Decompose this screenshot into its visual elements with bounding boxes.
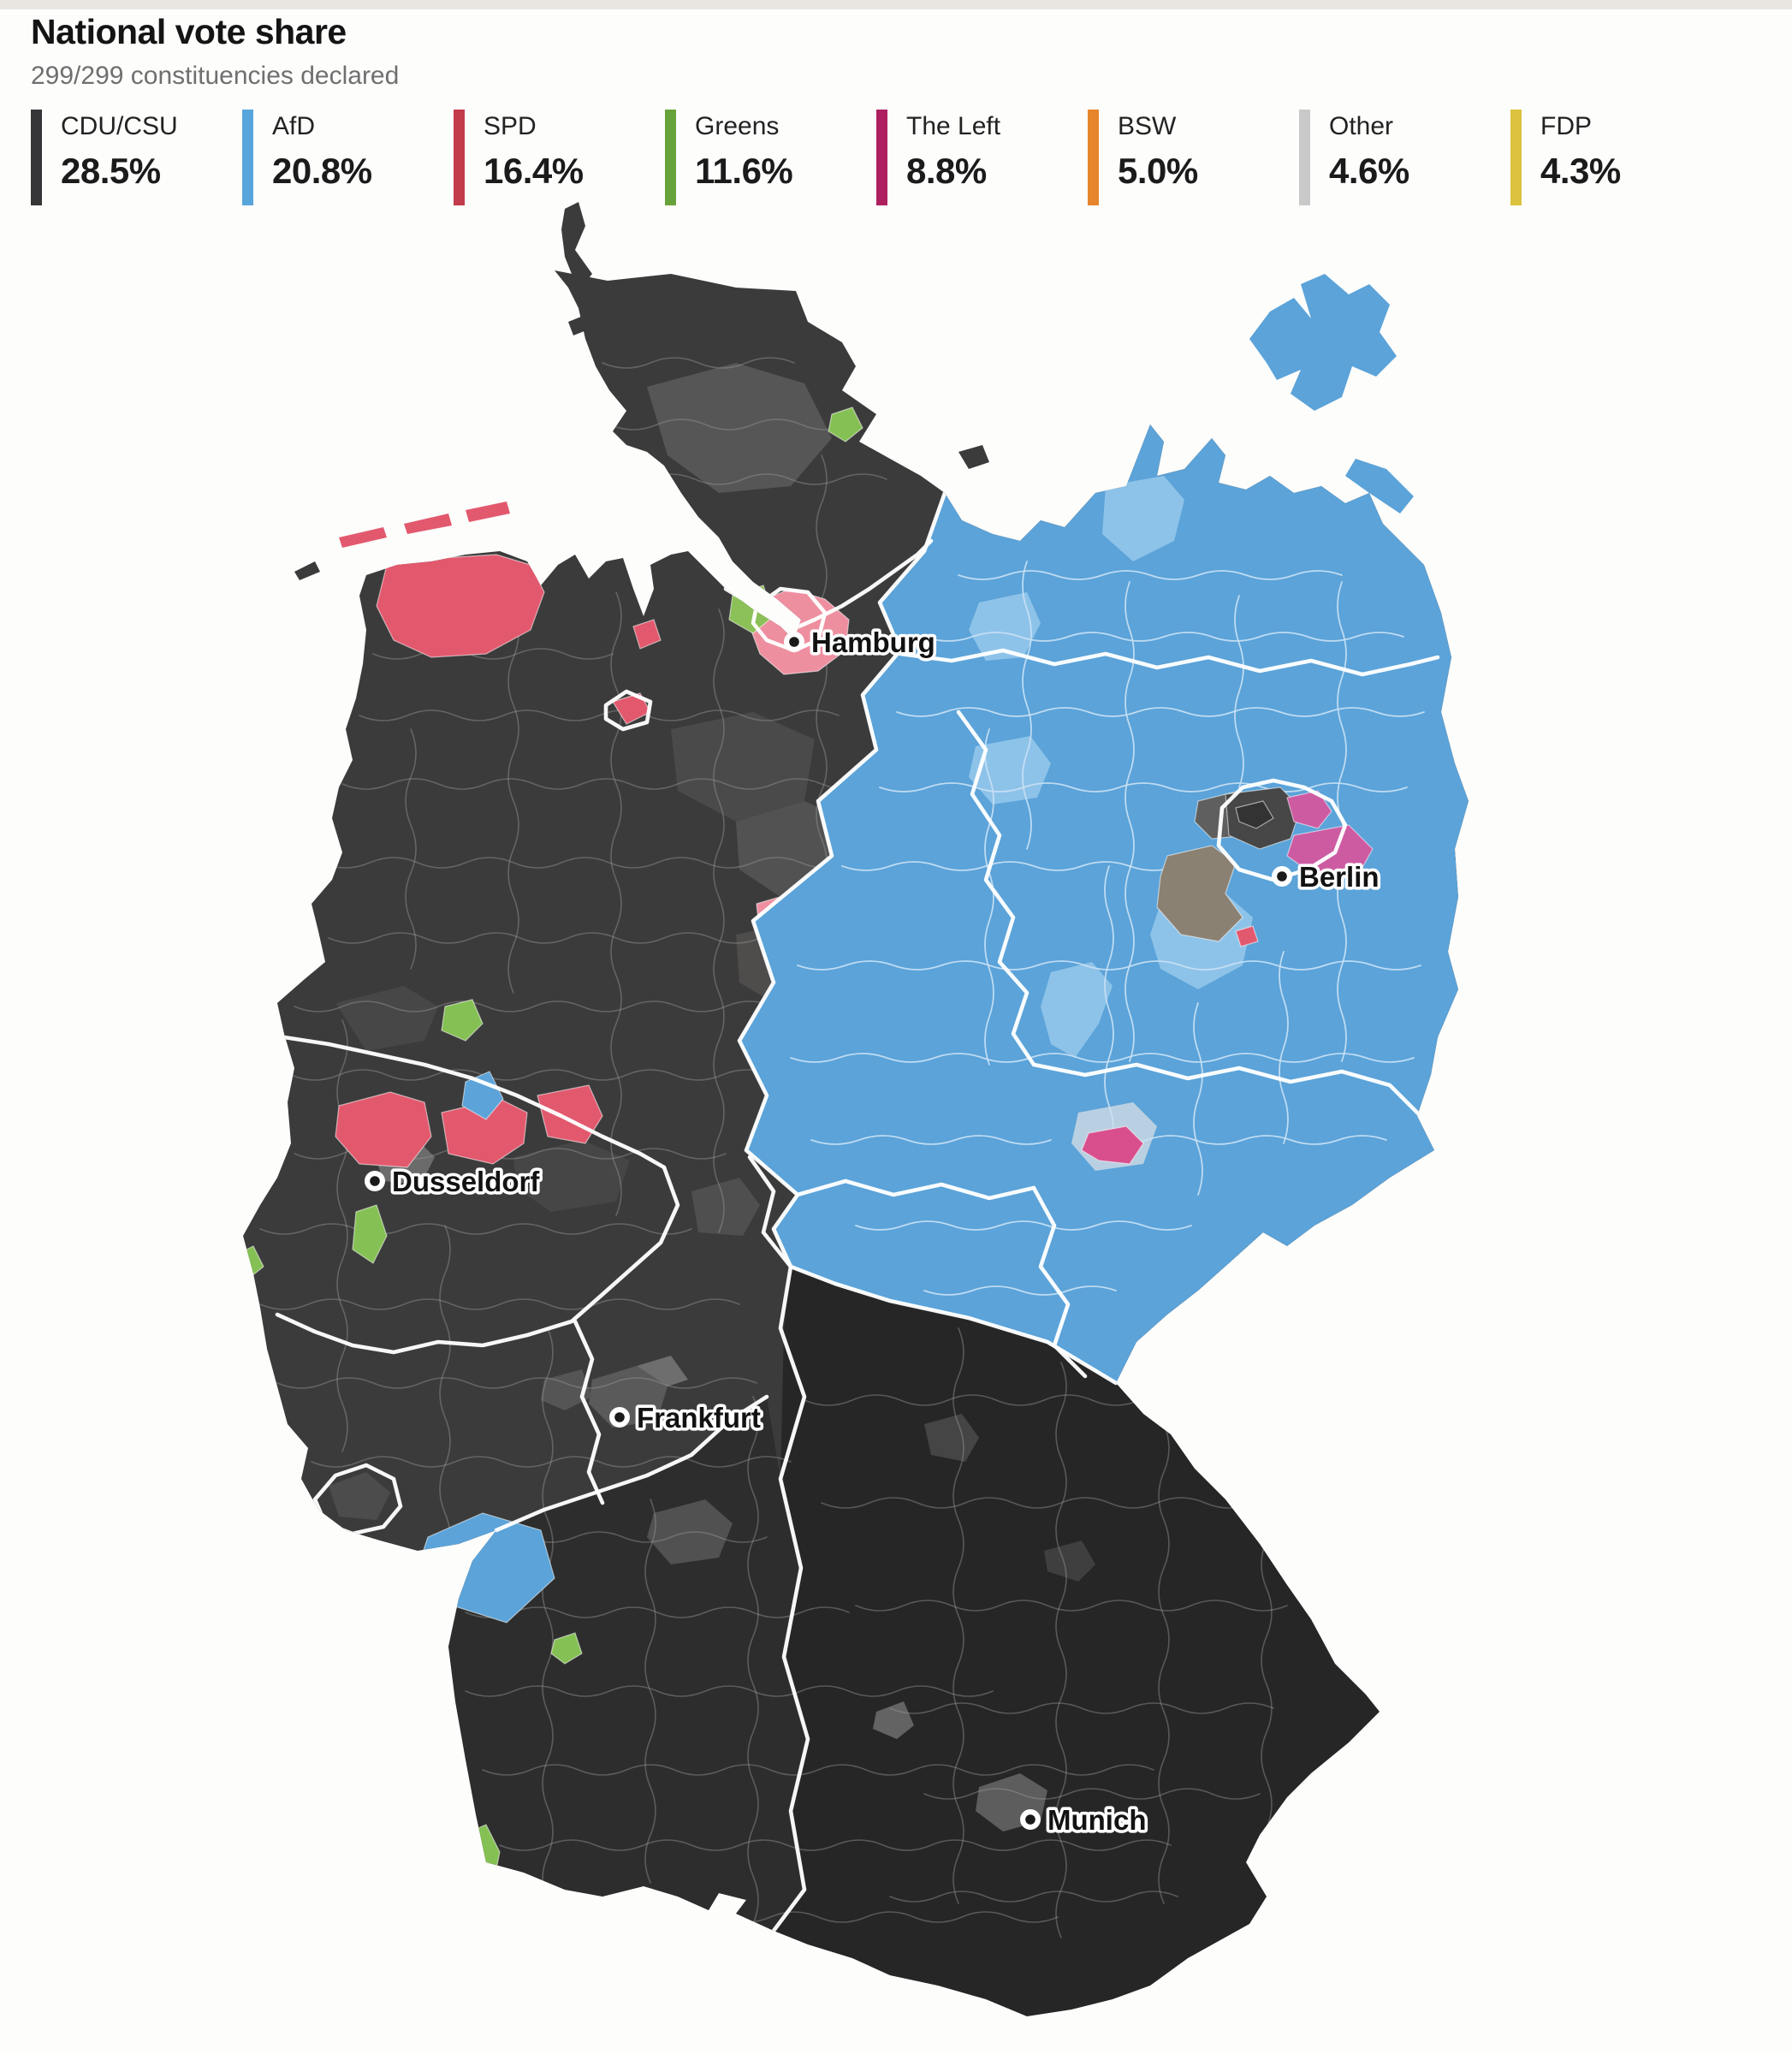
region-bavaria xyxy=(774,1267,1380,2016)
legend-item-the-left: The Left 8.8% xyxy=(876,110,1000,205)
island-fehmarn xyxy=(958,445,989,469)
legend-item-afd: AfD 20.8% xyxy=(242,110,372,205)
legend-swatch-afd xyxy=(242,110,253,205)
legend-swatch-spd xyxy=(454,110,465,205)
patch-spd-brandenburg xyxy=(1235,925,1259,947)
patch-greens-muenster xyxy=(441,999,484,1042)
city-label-hamburg: Hamburg xyxy=(811,626,935,658)
state-borders xyxy=(275,490,1440,1933)
germany-constituency-map: Hamburg Berlin Dusseldorf Frankfurt Muni xyxy=(243,202,1469,2016)
legend-swatch-greens xyxy=(665,110,676,205)
patch-cdu-berlin-centre xyxy=(1235,800,1274,829)
city-labels: Hamburg Berlin Dusseldorf Frankfurt Muni xyxy=(365,623,1382,1839)
patch-spd-east-frisia xyxy=(376,554,545,658)
patch-spd-bremerhaven xyxy=(632,619,662,650)
patch-left-berlin-east xyxy=(1286,824,1374,881)
page-title: National vote share xyxy=(31,12,347,51)
legend-value: 20.8% xyxy=(272,151,372,191)
islands xyxy=(294,202,1414,580)
legend-label: CDU/CSU xyxy=(61,112,178,140)
legend-value: 5.0% xyxy=(1118,151,1198,191)
city-marker-dot xyxy=(789,637,799,647)
patch-greens-cologne xyxy=(352,1204,388,1264)
vote-share-legend: CDU/CSU 28.5% AfD 20.8% SPD 16.4% Greens 11.… xyxy=(31,110,1777,212)
patch-afd-gelsenkirchen xyxy=(461,1071,504,1120)
legend-item-cdu-csu: CDU/CSU 28.5% xyxy=(31,110,178,205)
city-hamburg: Hamburg xyxy=(784,623,938,662)
legend-value: 16.4% xyxy=(484,151,584,191)
legend-swatch-the-left xyxy=(876,110,887,205)
legend-value: 8.8% xyxy=(906,151,987,191)
island-usedom-afd xyxy=(1345,459,1414,514)
border-berlin-ring xyxy=(1216,778,1348,882)
page-subtitle: 299/299 constituencies declared xyxy=(31,62,400,90)
east-party-patches xyxy=(1081,787,1374,1165)
patch-greens-kiel xyxy=(828,407,863,442)
city-label-munich: Munich xyxy=(1047,1804,1146,1836)
city-marker-dot xyxy=(1277,871,1287,882)
legend-label: FDP xyxy=(1540,112,1592,140)
legend-label: AfD xyxy=(272,112,316,140)
island-west-tip xyxy=(294,561,320,580)
city-label-berlin: Berlin xyxy=(1299,861,1380,893)
legend-label: BSW xyxy=(1118,112,1177,140)
island-borkum-spd xyxy=(339,527,387,548)
legend-item-fdp: FDP 4.3% xyxy=(1510,110,1621,205)
border-east-west xyxy=(737,490,1119,1386)
patch-left-leipzig xyxy=(1081,1125,1144,1165)
city-munich: Munich xyxy=(1020,1801,1149,1839)
legend-value: 28.5% xyxy=(61,151,161,191)
city-label-frankfurt: Frankfurt xyxy=(637,1402,761,1434)
legend-value: 4.6% xyxy=(1329,151,1409,191)
legend-value: 4.3% xyxy=(1540,151,1621,191)
island-ruegen-afd xyxy=(1249,274,1397,411)
city-marker-dot xyxy=(1025,1814,1035,1825)
city-berlin: Berlin xyxy=(1272,858,1382,896)
patch-spd-ruhr-west xyxy=(335,1091,432,1168)
island-sylt xyxy=(561,202,592,291)
legend-swatch-fdp xyxy=(1510,110,1522,205)
legend-value: 11.6% xyxy=(695,151,793,191)
city-frankfurt: Frankfurt xyxy=(609,1398,763,1437)
legend-item-bsw: BSW 5.0% xyxy=(1088,110,1198,205)
legend-label: Greens xyxy=(695,112,780,140)
city-marker-dot xyxy=(614,1412,625,1422)
legend-label: The Left xyxy=(906,112,1001,140)
legend-label: Other xyxy=(1329,112,1394,140)
patch-greens-karlsruhe xyxy=(550,1632,583,1665)
island-east-frisian-spd xyxy=(404,514,452,534)
city-dusseldorf: Dusseldorf xyxy=(365,1162,543,1201)
city-marker-dot xyxy=(370,1176,380,1186)
legend-item-greens: Greens 11.6% xyxy=(665,110,793,205)
legend-swatch-bsw xyxy=(1088,110,1099,205)
legend-label: SPD xyxy=(484,112,537,140)
legend-swatch-other xyxy=(1299,110,1310,205)
city-label-dusseldorf: Dusseldorf xyxy=(392,1166,540,1197)
legend-item-spd: SPD 16.4% xyxy=(454,110,584,205)
legend-item-other: Other 4.6% xyxy=(1299,110,1409,205)
legend-swatch-cdu-csu xyxy=(31,110,42,205)
island-east-frisian-spd-2 xyxy=(466,502,510,522)
top-edge-strip xyxy=(0,0,1792,9)
